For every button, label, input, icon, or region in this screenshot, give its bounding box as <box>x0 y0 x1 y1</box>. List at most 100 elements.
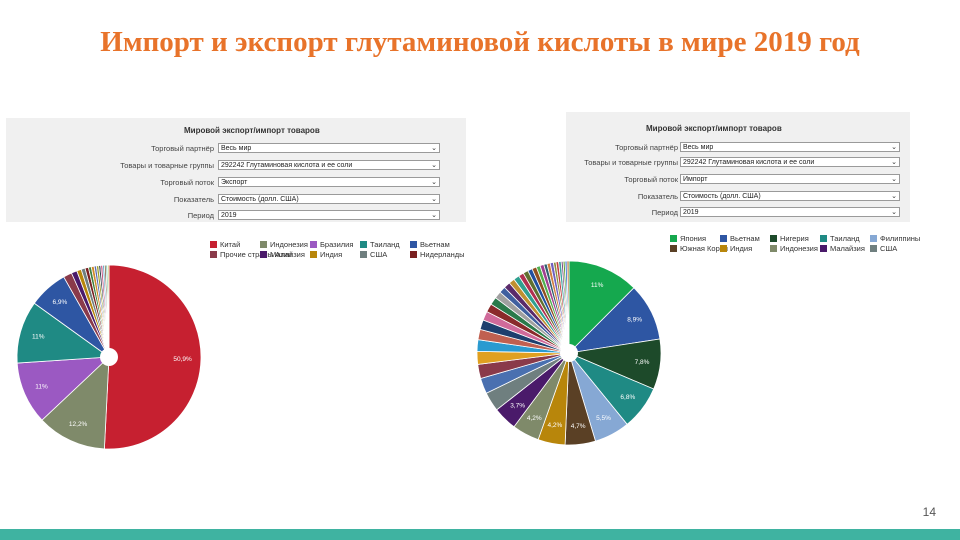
legend-swatch <box>770 244 777 252</box>
legend-item[interactable]: Индонезия <box>260 240 308 250</box>
select-value: 2019 <box>221 212 237 219</box>
pie-center-hole <box>560 344 578 362</box>
legend-swatch <box>720 234 727 242</box>
form-row-indicator: Показатель Стоимость (долл. США) ⌄ <box>6 194 440 205</box>
form-row-flow: Торговый поток Импорт ⌄ <box>466 174 900 185</box>
select-value: 2019 <box>683 209 699 216</box>
legend-item[interactable]: Япония <box>670 234 706 244</box>
form-row-partner: Торговый партнёр Весь мир ⌄ <box>6 143 440 154</box>
chevron-down-icon: ⌄ <box>891 176 897 183</box>
chevron-down-icon: ⌄ <box>891 159 897 166</box>
pie-slice-label: 3,7% <box>510 403 525 410</box>
legend-label: Южная Корея <box>680 244 728 253</box>
export-legend: Китай Индонезия Бразилия Таиланд Вьетнам Проч… <box>210 240 465 280</box>
legend-item[interactable]: Нигерия <box>770 234 809 244</box>
legend-item[interactable]: Малайзия <box>260 250 305 260</box>
flow-select[interactable]: Импорт ⌄ <box>680 174 900 184</box>
legend-item[interactable]: Бразилия <box>310 240 353 250</box>
legend-item[interactable]: США <box>870 244 897 254</box>
pie-center-hole <box>100 348 118 366</box>
legend-label: Япония <box>680 234 707 243</box>
legend-item[interactable]: Индия <box>310 250 342 260</box>
form-label: Торговый партнёр <box>151 144 214 153</box>
legend-item[interactable]: Индонезия <box>770 244 818 254</box>
legend-label: Нигерия <box>780 234 809 243</box>
partner-select[interactable]: Весь мир ⌄ <box>218 143 440 153</box>
legend-swatch <box>260 250 267 258</box>
chevron-down-icon: ⌄ <box>891 193 897 200</box>
form-row-goods: Товары и товарные группы 292242 Глутамин… <box>6 160 440 171</box>
pie-slice-label: 5,5% <box>596 415 611 422</box>
pie-slice[interactable] <box>41 356 110 450</box>
legend-label: Таиланд <box>830 234 860 243</box>
pie-slice-label: 8,9% <box>627 317 642 324</box>
legend-swatch <box>670 234 677 242</box>
legend-item[interactable]: Вьетнам <box>720 234 760 244</box>
flow-select[interactable]: Экспорт ⌄ <box>218 177 440 187</box>
form-label: Товары и товарные группы <box>120 161 214 170</box>
export-pie-chart: 50,9% 12,2% 11% 11% 6,9% <box>16 264 202 450</box>
form-row-period: Период 2019 ⌄ <box>6 210 440 221</box>
legend-swatch <box>310 250 317 258</box>
pie-slice[interactable] <box>566 260 570 354</box>
export-panel: Мировой экспорт/импорт товаров Торговый … <box>6 118 466 480</box>
legend-label: Китай <box>220 240 241 249</box>
chevron-down-icon: ⌄ <box>431 162 437 169</box>
form-label: Товары и товарные группы <box>584 158 678 167</box>
legend-item[interactable]: Филиппины <box>870 234 920 244</box>
partner-select[interactable]: Весь мир ⌄ <box>680 142 900 152</box>
chevron-down-icon: ⌄ <box>891 144 897 151</box>
legend-item[interactable]: Прочие страны Азии <box>210 250 292 260</box>
legend-swatch <box>670 244 677 252</box>
form-row-period: Период 2019 ⌄ <box>466 207 900 218</box>
pie-slice[interactable] <box>568 260 635 354</box>
period-select[interactable]: 2019 ⌄ <box>680 207 900 217</box>
legend-item[interactable]: Китай <box>210 240 240 250</box>
legend-swatch <box>410 250 417 258</box>
import-pie-chart: 11%8,9%7,8%6,8%5,5%4,7%4,2%4,2%3,7% <box>476 260 662 446</box>
goods-select[interactable]: 292242 Глутаминовая кислота и ее соли ⌄ <box>218 160 440 170</box>
form-label: Торговый партнёр <box>615 143 678 152</box>
legend-item[interactable]: Таиланд <box>820 234 860 244</box>
pie-slice-label: 11% <box>35 383 48 390</box>
select-value: Стоимость (долл. США) <box>221 196 299 203</box>
legend-item[interactable]: США <box>360 250 387 260</box>
legend-item[interactable]: Таиланд <box>360 240 400 250</box>
form-label: Торговый поток <box>160 178 214 187</box>
form-row-partner: Торговый партнёр Весь мир ⌄ <box>466 142 900 153</box>
legend-item[interactable]: Южная Корея <box>670 244 728 254</box>
bottom-accent-bar <box>0 529 960 540</box>
legend-label: США <box>370 250 388 259</box>
legend-label: Вьетнам <box>420 240 450 249</box>
legend-swatch <box>310 240 317 248</box>
indicator-select[interactable]: Стоимость (долл. США) ⌄ <box>218 194 440 204</box>
pie-slice-label: 4,2% <box>527 415 542 422</box>
period-select[interactable]: 2019 ⌄ <box>218 210 440 220</box>
goods-select[interactable]: 292242 Глутаминовая кислота и ее соли ⌄ <box>680 157 900 167</box>
legend-label: Таиланд <box>370 240 400 249</box>
legend-item[interactable]: Вьетнам <box>410 240 450 250</box>
select-value: Импорт <box>683 176 708 183</box>
form-row-goods: Товары и товарные группы 292242 Глутамин… <box>466 157 900 168</box>
legend-item[interactable]: Индия <box>720 244 752 254</box>
legend-swatch <box>260 240 267 248</box>
legend-item[interactable]: Малайзия <box>820 244 865 254</box>
pie-slice[interactable] <box>107 264 110 358</box>
legend-label: Вьетнам <box>730 234 760 243</box>
form-label: Период <box>187 211 214 220</box>
legend-item[interactable]: Нидерланды <box>410 250 465 260</box>
import-legend: Япония Вьетнам Нигерия Таиланд Филиппины Южна… <box>670 234 928 274</box>
chevron-down-icon: ⌄ <box>891 209 897 216</box>
indicator-select[interactable]: Стоимость (долл. США) ⌄ <box>680 191 900 201</box>
legend-label: Индия <box>730 244 753 253</box>
page-number: 14 <box>922 505 936 519</box>
select-value: Стоимость (долл. США) <box>683 193 761 200</box>
legend-label: Прочие страны Азии <box>220 250 292 259</box>
pie-slice-label: 6,9% <box>52 299 67 306</box>
form-background <box>6 118 466 222</box>
slide-title: Импорт и экспорт глутаминовой кислоты в … <box>100 26 860 58</box>
legend-label: Филиппины <box>880 234 921 243</box>
legend-swatch <box>870 234 877 242</box>
pie-slice-label: 4,7% <box>571 423 586 430</box>
pie-slice[interactable] <box>103 264 202 450</box>
